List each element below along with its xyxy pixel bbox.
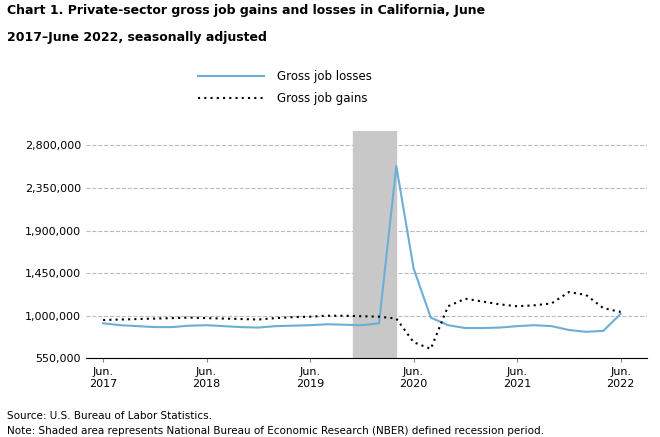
Bar: [353, 131, 396, 358]
Text: Chart 1. Private-sector gross job gains and losses in California, June: Chart 1. Private-sector gross job gains …: [7, 4, 484, 17]
Text: Gross job losses: Gross job losses: [277, 70, 372, 83]
Text: Gross job gains: Gross job gains: [277, 92, 368, 105]
Text: 2017–June 2022, seasonally adjusted: 2017–June 2022, seasonally adjusted: [7, 31, 267, 44]
Text: Note: Shaded area represents National Bureau of Economic Research (NBER) defined: Note: Shaded area represents National Bu…: [7, 426, 544, 436]
Text: Source: U.S. Bureau of Labor Statistics.: Source: U.S. Bureau of Labor Statistics.: [7, 411, 212, 421]
